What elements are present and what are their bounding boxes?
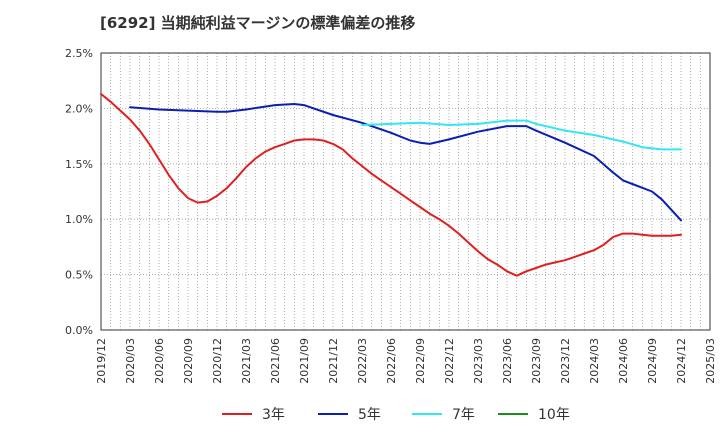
chart-title: [6292] 当期純利益マージンの標準偏差の推移: [100, 14, 416, 32]
x-tick-label: 2023/06: [501, 338, 514, 384]
x-tick-label: 2020/12: [211, 338, 224, 384]
x-tick-label: 2022/06: [385, 338, 398, 384]
x-tick-label: 2021/12: [327, 338, 340, 384]
series-line-2: [361, 119, 682, 151]
x-tick-label: 2022/09: [414, 338, 427, 384]
x-tick-label: 2019/12: [95, 338, 108, 384]
y-tick-label: 1.5%: [65, 158, 93, 171]
legend-label-3: 10年: [538, 407, 570, 423]
x-tick-label: 2021/03: [240, 338, 253, 384]
x-tick-label: 2020/09: [182, 338, 195, 384]
x-tick-label: 2023/03: [472, 338, 485, 384]
legend-label-2: 7年: [452, 407, 475, 423]
y-tick-label: 1.0%: [65, 213, 93, 226]
x-tick-label: 2020/03: [124, 338, 137, 384]
y-tick-label: 2.5%: [65, 47, 93, 60]
series-line-1: [129, 103, 682, 222]
plot-frame: [100, 52, 711, 331]
x-tick-label: 2024/12: [675, 338, 688, 384]
y-tick-label: 2.0%: [65, 102, 93, 115]
legend-label-0: 3年: [262, 407, 285, 423]
series-line-0: [100, 93, 682, 277]
x-tick-label: 2022/12: [443, 338, 456, 384]
x-tick-label: 2023/12: [559, 338, 572, 384]
x-tick-label: 2024/09: [646, 338, 659, 384]
x-tick-label: 2024/03: [588, 338, 601, 384]
legend-label-1: 5年: [358, 407, 381, 423]
x-tick-label: 2020/06: [153, 338, 166, 384]
x-tick-label: 2021/06: [269, 338, 282, 384]
x-tick-label: 2024/06: [617, 338, 630, 384]
x-tick-label: 2025/03: [704, 338, 717, 384]
x-tick-label: 2022/03: [356, 338, 369, 384]
y-tick-label: 0.5%: [65, 269, 93, 282]
y-tick-label: 0.0%: [65, 324, 93, 337]
grid: [101, 53, 710, 330]
x-tick-label: 2023/09: [530, 338, 543, 384]
x-tick-label: 2021/09: [298, 338, 311, 384]
